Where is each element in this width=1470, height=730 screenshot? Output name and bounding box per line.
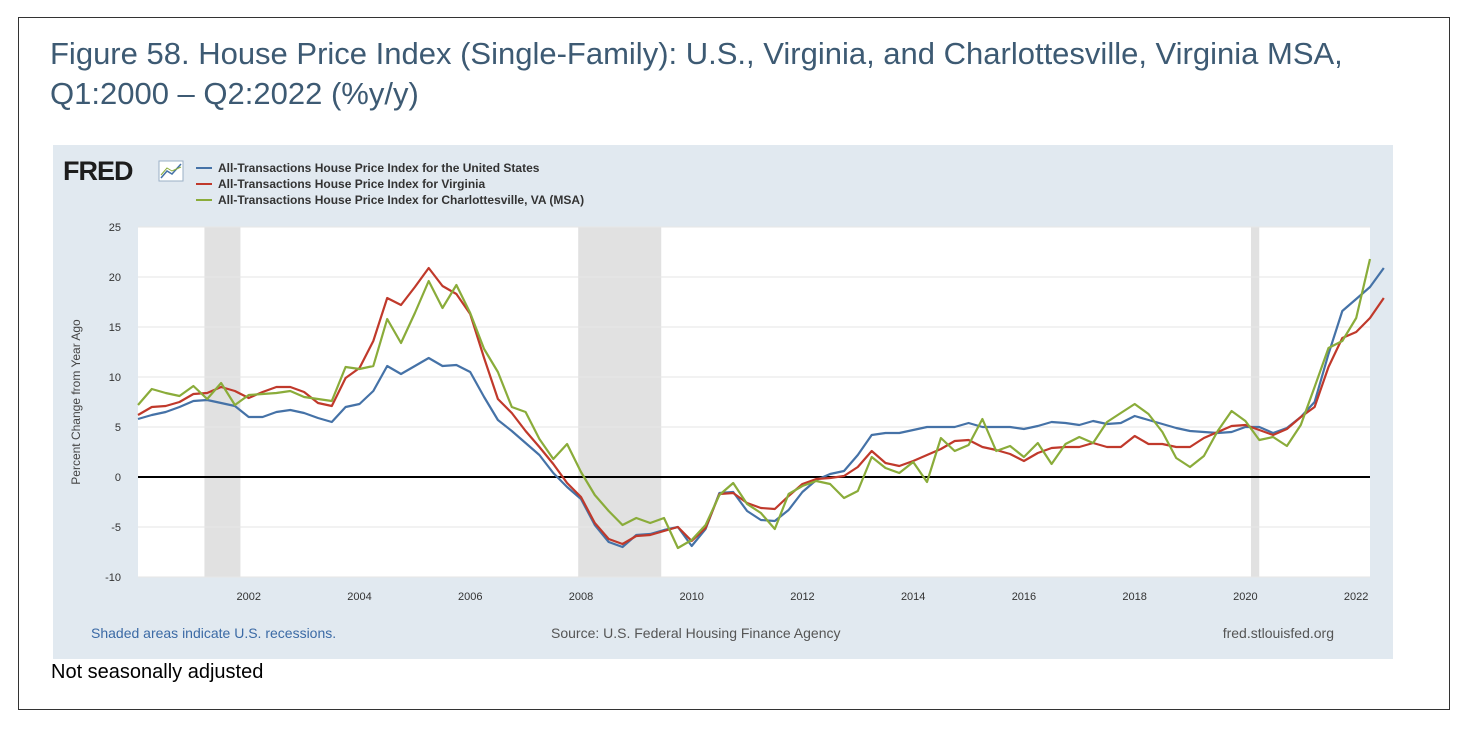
series-line-2: [137, 258, 1372, 550]
plot-area: [138, 227, 1370, 577]
y-tick-labels: -10 -5 0 5 10 15 20 25: [105, 222, 121, 584]
series-line-1: [137, 266, 1385, 546]
fred-logo-graph-icon-2: [160, 166, 182, 176]
series-line-0: [137, 267, 1385, 549]
fred-logo-text: FRED: [63, 156, 133, 186]
y-tick-label: 20: [109, 272, 121, 284]
x-tick-label: 2022: [1344, 591, 1368, 603]
x-tick-label: 2012: [790, 591, 814, 603]
fred-logo-mark: [158, 160, 184, 182]
legend-label-2: All-Transactions House Price Index for C…: [218, 193, 584, 207]
fred-site-link[interactable]: fred.stlouisfed.org: [1223, 625, 1334, 641]
y-tick-label: -5: [111, 522, 121, 534]
y-tick-label: 10: [109, 372, 121, 384]
legend-label-1: All-Transactions House Price Index for V…: [218, 177, 486, 191]
source-note: Source: U.S. Federal Housing Finance Age…: [551, 625, 841, 641]
y-tick-label: 0: [115, 472, 121, 484]
x-tick-label: 2002: [236, 591, 260, 603]
chart-legend: All-Transactions House Price Index for t…: [196, 161, 584, 207]
y-tick-label: 15: [109, 322, 121, 334]
x-tick-label: 2006: [458, 591, 482, 603]
recession-note[interactable]: Shaded areas indicate U.S. recessions.: [91, 625, 336, 641]
fred-logo: FRED: [63, 156, 184, 186]
recession-band-1: [578, 227, 662, 577]
x-tick-label: 2016: [1012, 591, 1036, 603]
x-tick-labels: 2002 2004 2006 2008 2010 2012 2014 2016 2018 2020…: [236, 591, 1368, 603]
y-tick-label: -10: [105, 572, 121, 584]
gridlines: [138, 226, 1370, 578]
recession-band-0: [204, 227, 241, 577]
footnote: Not seasonally adjusted: [51, 661, 264, 683]
series-lines: [137, 258, 1385, 550]
x-tick-label: 2014: [901, 591, 925, 603]
legend-label-0: All-Transactions House Price Index for t…: [218, 161, 540, 175]
x-tick-label: 2020: [1233, 591, 1257, 603]
recession-band-2: [1250, 227, 1260, 577]
x-tick-label: 2018: [1122, 591, 1146, 603]
recession-shading: [204, 227, 1260, 577]
y-axis-label: Percent Change from Year Ago: [69, 319, 83, 485]
y-tick-label: 5: [115, 422, 121, 434]
x-tick-label: 2008: [569, 591, 593, 603]
figure-title: Figure 58. House Price Index (Single-Fam…: [50, 36, 1343, 111]
x-tick-label: 2010: [679, 591, 703, 603]
x-tick-label: 2004: [347, 591, 371, 603]
y-tick-label: 25: [109, 222, 121, 234]
